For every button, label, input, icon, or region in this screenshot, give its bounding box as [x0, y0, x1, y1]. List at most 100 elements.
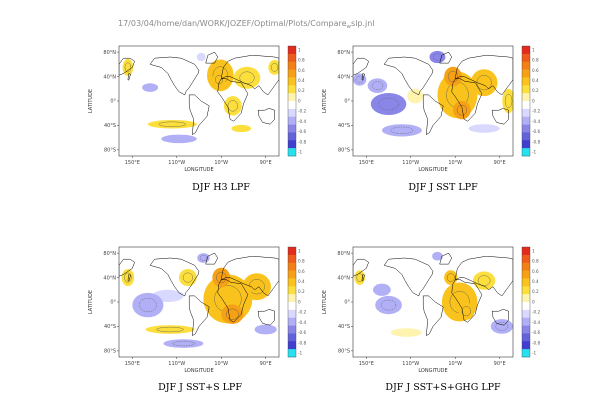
- anomaly-region-5: [197, 253, 210, 263]
- anomaly-region-7: [223, 96, 242, 116]
- colorbar-swatch-12: [522, 333, 530, 342]
- colorbar-swatch-2: [288, 254, 296, 264]
- colorbar-swatch-5: [522, 278, 530, 287]
- colorbar-label-2: 0.8: [298, 58, 305, 63]
- anomaly-region-1: [390, 328, 422, 337]
- anomaly-region-4: [163, 339, 204, 348]
- colorbar-swatch-3: [288, 61, 296, 70]
- anomaly-region-3: [142, 83, 159, 92]
- colorbar-swatch-1: [288, 46, 296, 55]
- colorbar-swatch-7: [522, 294, 530, 303]
- colorbar-swatch-14: [288, 349, 296, 358]
- y-tick-label-3: 0°: [344, 99, 350, 105]
- colorbar-label-11: -1: [532, 149, 537, 154]
- x-axis-label: LONGITUDE: [418, 368, 447, 374]
- colorbar-swatch-5: [288, 278, 296, 287]
- colorbar-swatch-1: [522, 247, 530, 256]
- contour-line-4: [390, 126, 414, 134]
- anomaly-region-3: [179, 269, 197, 287]
- anomaly-region-4: [161, 134, 197, 144]
- y-tick-label-3: 0°: [110, 99, 116, 105]
- contour-line-7: [156, 326, 184, 333]
- continent-3: [217, 78, 249, 122]
- colorbar-label-4: 0.4: [298, 279, 305, 284]
- continent-8: [119, 258, 135, 277]
- colorbar-label-1: 1: [298, 47, 301, 52]
- contour-line-9: [158, 121, 186, 127]
- colorbar-swatch-14: [522, 148, 530, 157]
- anomaly-region-1: [196, 52, 206, 62]
- colorbar-swatch-6: [288, 85, 296, 94]
- contour-line-5: [355, 76, 364, 84]
- y-axis-label: LATITUDE: [88, 89, 94, 113]
- colorbar: 1 0.8 0.6 0.4 0.2 0 -0.2 -0.4 -0.6 -0.8 -1: [521, 246, 541, 358]
- colorbar-frame: [521, 45, 531, 157]
- anomaly-region-11: [453, 101, 471, 120]
- continent-6: [205, 252, 218, 265]
- colorbar-label-10: -0.8: [532, 340, 541, 345]
- colorbar-label-4: 0.4: [298, 78, 305, 83]
- y-axis-label: LATITUDE: [322, 290, 328, 314]
- continent-1: [149, 257, 200, 297]
- y-tick-label-4: 40°S: [104, 123, 116, 129]
- continent-outlines: [353, 51, 513, 136]
- colorbar-swatch-5: [288, 77, 296, 86]
- colorbar-label-8: -0.4: [298, 119, 307, 124]
- colorbar-frame: [287, 45, 297, 157]
- x-tick-label-2: 110°W: [402, 361, 419, 367]
- anomaly-region-7: [145, 325, 195, 334]
- colorbar-label-3: 0.6: [298, 68, 305, 73]
- colorbar-swatch-3: [522, 61, 530, 70]
- anomaly-region-9: [444, 270, 458, 285]
- anomaly-region-5: [353, 73, 367, 86]
- colorbar-label-9: -0.6: [298, 129, 307, 134]
- colorbar: 1 0.8 0.6 0.4 0.2 0 -0.2 -0.4 -0.6 -0.8 -1: [521, 45, 541, 157]
- x-tick-label-4: 90°E: [494, 361, 506, 367]
- colorbar-swatch-8: [288, 101, 296, 110]
- map-panel-4: 80°N 40°N 0° 40°S 80°S 150°E 110°W 10°W 90°E LONG…: [322, 246, 541, 393]
- header-path-text: 17/03/04/home/dan/WORK/JOZEF/Optimal/Plo…: [118, 19, 375, 30]
- colorbar-label-8: -0.4: [298, 320, 307, 325]
- contour-line-5: [495, 322, 509, 331]
- continent-5: [491, 108, 509, 125]
- colorbar-swatch-5: [522, 77, 530, 86]
- colorbar-label-5: 0.2: [298, 289, 305, 294]
- colorbar-swatch-12: [288, 333, 296, 342]
- continent-outlines: [119, 51, 279, 136]
- colorbar-swatch-9: [522, 108, 530, 118]
- anomaly-region-11: [212, 71, 226, 88]
- contour-line-6: [477, 275, 491, 286]
- colorbar-swatch-7: [522, 93, 530, 102]
- contour-line-5: [199, 255, 208, 261]
- colorbar-label-10: -0.8: [298, 340, 307, 345]
- continent-3: [451, 78, 483, 122]
- continent-4: [454, 255, 513, 297]
- colorbar-swatch-8: [522, 101, 530, 110]
- map-background: [119, 46, 279, 156]
- x-tick-label-4: 90°E: [494, 160, 506, 166]
- y-tick-label-4: 40°S: [104, 324, 116, 330]
- colorbar-swatch-13: [522, 140, 530, 149]
- y-tick-label-1: 80°N: [337, 251, 350, 257]
- contour-line-11: [456, 104, 467, 116]
- y-axis-label: LATITUDE: [88, 290, 94, 314]
- continent-8: [119, 57, 135, 76]
- colorbar-label-11: -1: [532, 350, 537, 355]
- colorbar-label-7: -0.2: [532, 109, 541, 114]
- anomaly-region-8: [233, 66, 261, 89]
- anomaly-shading: [121, 253, 277, 348]
- y-tick-label-5: 80°S: [104, 349, 116, 355]
- anomaly-region-7: [354, 270, 365, 285]
- continent-5: [491, 309, 509, 326]
- anomaly-region-2: [373, 283, 391, 296]
- colorbar-swatch-4: [288, 69, 296, 78]
- contour-line-7: [227, 100, 238, 112]
- colorbar-swatch-4: [288, 270, 296, 279]
- colorbar-label-9: -0.6: [532, 330, 541, 335]
- colorbar: 1 0.8 0.6 0.4 0.2 0 -0.2 -0.4 -0.6 -0.8 -1: [287, 45, 307, 157]
- colorbar: 1 0.8 0.6 0.4 0.2 0 -0.2 -0.4 -0.6 -0.8 -1: [287, 246, 307, 358]
- anomaly-region-12: [221, 304, 244, 324]
- colorbar-swatch-9: [288, 108, 296, 118]
- x-tick-label-3: 10°W: [214, 160, 228, 166]
- anomaly-region-6: [473, 271, 496, 290]
